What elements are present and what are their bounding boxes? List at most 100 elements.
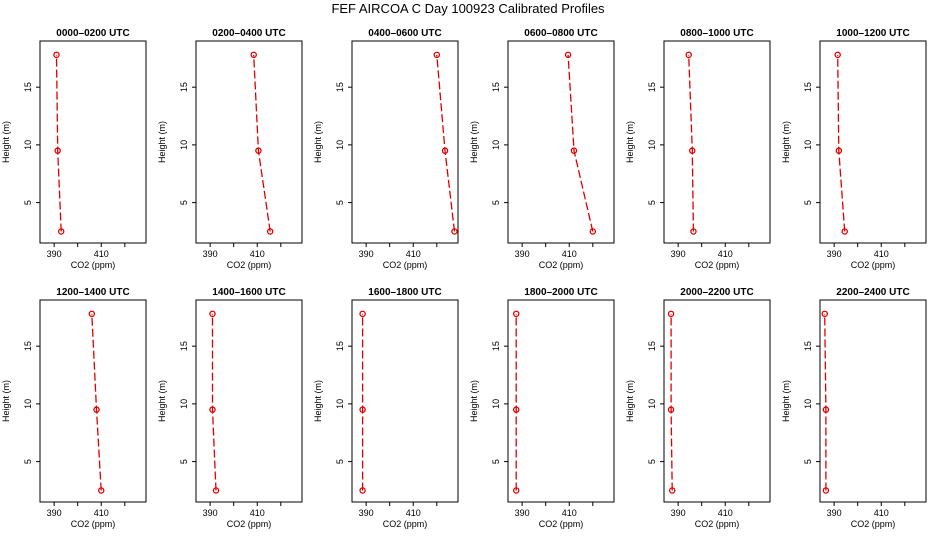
x-tick-label: 390	[827, 508, 842, 518]
data-point	[250, 51, 257, 59]
data-point	[689, 147, 696, 154]
data-point	[564, 51, 572, 59]
data-point	[685, 51, 692, 59]
x-tick-label: 410	[874, 508, 889, 518]
profile-line	[253, 54, 271, 232]
data-point	[668, 487, 676, 494]
x-tick-label: 390	[671, 249, 686, 259]
y-tick-label: 15	[335, 82, 345, 92]
data-point	[266, 228, 274, 235]
x-axis-label: CO2 (ppm)	[695, 519, 740, 529]
profile-line	[436, 54, 456, 232]
y-tick-label: 5	[335, 459, 345, 464]
data-point	[88, 310, 96, 318]
data-point	[512, 487, 520, 494]
panel-title: 2000–2200 UTC	[680, 287, 753, 298]
y-tick-label: 10	[179, 140, 189, 150]
data-point	[433, 51, 441, 59]
data-point	[821, 310, 828, 318]
data-point	[667, 310, 675, 318]
data-point	[570, 147, 578, 154]
profile-line	[824, 313, 827, 491]
x-axis-label: CO2 (ppm)	[539, 260, 584, 270]
y-tick-label: 10	[803, 140, 813, 150]
y-axis-label: Height (m)	[625, 380, 635, 422]
data-point	[359, 406, 366, 413]
y-axis-label: Height (m)	[781, 380, 791, 422]
y-tick-label: 5	[803, 200, 813, 205]
y-tick-label: 5	[803, 459, 813, 464]
panel-title: 1000–1200 UTC	[836, 28, 909, 39]
panel-title: 0000–0200 UTC	[56, 28, 129, 39]
panel-title: 2200–2400 UTC	[836, 287, 909, 298]
data-point	[53, 51, 60, 59]
data-point	[93, 406, 100, 413]
data-point	[834, 51, 841, 59]
y-tick-label: 15	[491, 82, 501, 92]
plot-frame	[507, 299, 615, 503]
y-tick-label: 15	[335, 341, 345, 351]
x-tick-label: 410	[94, 249, 109, 259]
y-tick-label: 15	[23, 341, 33, 351]
x-axis-label: CO2 (ppm)	[851, 260, 896, 270]
profile-line	[837, 54, 846, 232]
plot-frame	[819, 299, 927, 503]
profile-line	[670, 313, 673, 491]
x-tick-label: 390	[47, 508, 62, 518]
x-tick-label: 390	[203, 249, 218, 259]
y-tick-label: 15	[647, 82, 657, 92]
x-axis-label: CO2 (ppm)	[71, 519, 116, 529]
y-tick-label: 5	[335, 200, 345, 205]
y-tick-label: 10	[647, 399, 657, 409]
x-axis-label: CO2 (ppm)	[695, 260, 740, 270]
y-tick-label: 10	[647, 140, 657, 150]
x-axis-label: CO2 (ppm)	[227, 519, 272, 529]
profile-line	[688, 54, 695, 232]
plot-frame	[39, 40, 147, 244]
figure-title: FEF AIRCOA C Day 100923 Calibrated Profi…	[331, 1, 605, 16]
data-point	[97, 487, 105, 494]
data-point	[359, 487, 366, 494]
y-tick-label: 5	[179, 200, 189, 205]
x-tick-label: 410	[406, 249, 421, 259]
panel-title: 0800–1000 UTC	[680, 28, 753, 39]
x-axis-label: CO2 (ppm)	[383, 519, 428, 529]
plot-frame	[195, 40, 303, 244]
y-tick-label: 10	[491, 140, 501, 150]
profile-line	[91, 313, 102, 491]
y-axis-label: Height (m)	[781, 121, 791, 163]
y-tick-label: 10	[803, 399, 813, 409]
y-axis-label: Height (m)	[625, 121, 635, 163]
x-tick-label: 390	[359, 249, 374, 259]
y-axis-label: Height (m)	[313, 380, 323, 422]
y-tick-label: 15	[491, 341, 501, 351]
x-tick-label: 410	[406, 508, 421, 518]
y-tick-label: 10	[335, 399, 345, 409]
data-point	[255, 147, 262, 154]
y-tick-label: 5	[179, 459, 189, 464]
plot-frame	[663, 40, 771, 244]
x-tick-label: 410	[562, 249, 577, 259]
y-tick-label: 10	[179, 399, 189, 409]
y-tick-label: 10	[335, 140, 345, 150]
data-point	[212, 487, 220, 494]
x-tick-label: 410	[94, 508, 109, 518]
data-point	[690, 228, 697, 235]
profile-line	[211, 313, 217, 491]
profile-line	[567, 54, 594, 232]
x-tick-label: 390	[515, 249, 530, 259]
y-tick-label: 15	[803, 82, 813, 92]
y-tick-label: 15	[179, 82, 189, 92]
profile-line	[55, 54, 62, 232]
plot-frame	[663, 299, 771, 503]
data-point	[441, 147, 449, 154]
x-axis-label: CO2 (ppm)	[227, 260, 272, 270]
